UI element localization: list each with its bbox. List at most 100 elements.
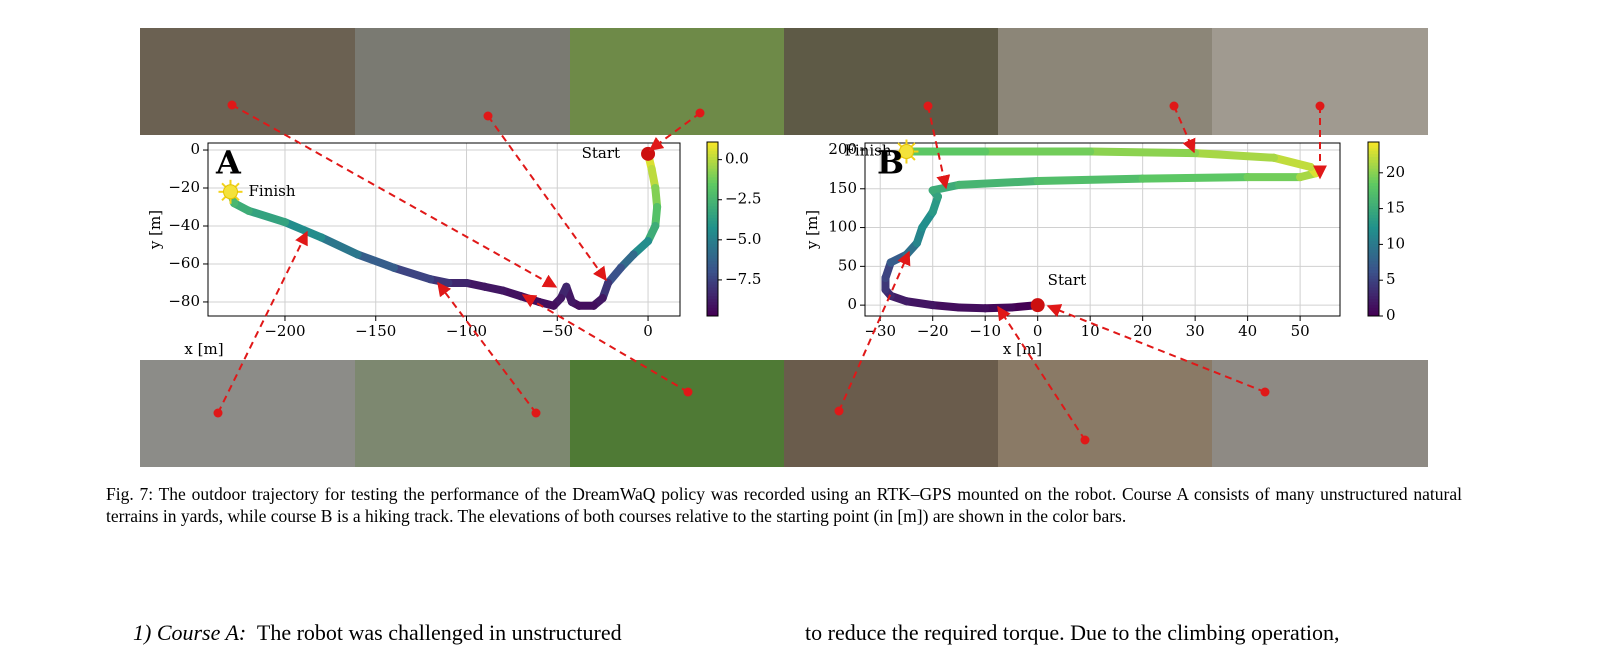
colorbar-cell	[707, 298, 718, 302]
trajectory-point	[933, 192, 942, 201]
trajectory-point	[549, 301, 558, 310]
trajectory-point	[280, 218, 289, 227]
colorbar-cell	[707, 191, 718, 195]
trajectory-point	[589, 301, 598, 310]
finish-marker	[223, 184, 239, 200]
colorbar-cell	[707, 144, 718, 149]
y-tick-label: −40	[168, 216, 200, 234]
colorbar-cell	[1368, 243, 1379, 247]
colorbar-cell	[1368, 179, 1379, 184]
colorbar-cell	[707, 275, 718, 279]
colorbar-cell	[1368, 176, 1379, 181]
trajectory-point	[902, 297, 911, 306]
colorbar-cell	[707, 260, 718, 265]
trajectory-point	[928, 208, 937, 217]
trajectory-segment	[1269, 153, 1315, 172]
colorbar-cell	[1368, 255, 1379, 259]
colorbar-cell	[1368, 313, 1379, 317]
trajectory-segment	[353, 250, 398, 272]
x-tick-label: −30	[864, 322, 896, 340]
colorbar-cell	[707, 269, 718, 273]
colorbar-cell	[1368, 278, 1379, 282]
colorbar-cell	[1368, 147, 1379, 152]
trajectory-point	[1306, 163, 1315, 172]
trajectory-point	[918, 223, 927, 232]
trajectory-point	[1269, 153, 1278, 162]
colorbar-cell	[1368, 252, 1379, 256]
x-tick-label: −50	[541, 322, 573, 340]
colorbar-cell	[1368, 194, 1379, 198]
trajectory-point	[567, 297, 576, 306]
trajectory-point	[604, 278, 613, 287]
x-tick-label: 30	[1186, 322, 1205, 340]
trajectory-segment	[928, 301, 963, 312]
colorbar-cell	[707, 168, 718, 172]
plot-frame	[864, 142, 1341, 317]
colorbar-cell	[1368, 211, 1379, 215]
colorbar-cell	[707, 313, 718, 317]
colorbar-cell	[1368, 185, 1379, 189]
x-tick-label: 0	[643, 322, 653, 340]
colorbar-cell	[1368, 191, 1379, 195]
trajectory-point	[244, 206, 253, 215]
y-tick-label: −60	[168, 254, 200, 272]
y-tick-label: 200	[828, 140, 857, 158]
colorbar-cell	[707, 295, 718, 300]
colorbar-cell	[707, 246, 718, 250]
colorbar-cell	[1368, 202, 1379, 207]
trajectory-point	[317, 233, 326, 242]
x-tick-label: 0	[1033, 322, 1043, 340]
colorbar-cell	[707, 284, 718, 288]
colorbar-cell	[707, 252, 718, 256]
photo-row-top	[140, 28, 1428, 135]
trajectory-point	[881, 273, 890, 282]
colorbar-tick-label: −5.0	[725, 230, 761, 248]
colorbar-cell	[707, 310, 718, 314]
colorbar-cell	[1368, 205, 1379, 210]
colorbar-cell	[1368, 208, 1379, 213]
colorbar-cell	[707, 150, 718, 155]
colorbar-cell	[707, 240, 718, 244]
colorbar-cell	[707, 258, 718, 262]
x-tick-label: 50	[1291, 322, 1310, 340]
trajectory-point	[902, 250, 911, 259]
x-axis-label: x [m]	[184, 340, 223, 358]
colorbar-cell	[707, 162, 718, 166]
colorbar-cell	[707, 237, 718, 242]
colorbar-cell	[707, 287, 718, 291]
finish-label: Finish	[844, 142, 891, 160]
colorbar-cell	[707, 301, 718, 305]
y-tick-label: −20	[168, 178, 200, 196]
trajectory-point	[598, 294, 607, 303]
trajectory-segment	[1138, 173, 1252, 183]
colorbar-frame	[1367, 141, 1380, 317]
colorbar-cell	[707, 205, 718, 210]
colorbar-frame	[706, 141, 719, 317]
colorbar-cell	[1368, 304, 1379, 308]
colorbar-cell	[1368, 156, 1379, 160]
colorbar-cell	[707, 226, 718, 230]
colorbar-cell	[707, 188, 718, 192]
trajectory-segment	[928, 180, 963, 195]
colorbar-cell	[1368, 142, 1379, 146]
colorbar-cell	[707, 156, 718, 160]
colorbar-cell	[707, 194, 718, 198]
colorbar-cell	[1368, 284, 1379, 288]
trajectory-point	[444, 278, 453, 287]
trajectory-point	[644, 237, 653, 246]
colorbar-cell	[1368, 310, 1379, 314]
colorbar-cell	[1368, 289, 1379, 294]
section-label: 1) Course A:	[133, 620, 247, 645]
colorbar-cell	[1368, 229, 1379, 233]
trajectory-segment	[954, 177, 1042, 189]
colorbar-cell	[1368, 287, 1379, 291]
photo-row-bottom	[140, 360, 1428, 467]
body-left: 1) Course A: The robot was challenged in…	[133, 620, 622, 646]
trajectory-point	[516, 292, 525, 301]
x-tick-label: −200	[264, 322, 305, 340]
colorbar-cell	[707, 182, 718, 186]
x-tick-label: 10	[1081, 322, 1100, 340]
trajectory-point	[651, 221, 660, 230]
colorbar-cell	[1368, 272, 1379, 276]
x-tick-label: −10	[969, 322, 1001, 340]
